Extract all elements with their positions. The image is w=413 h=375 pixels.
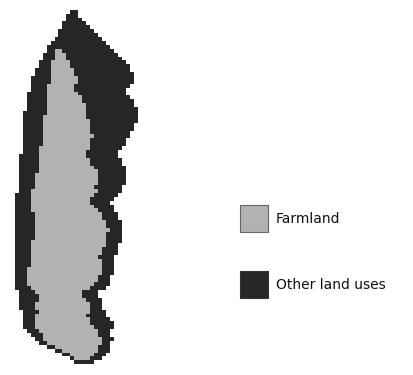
Text: Other land uses: Other land uses [275, 278, 385, 292]
Bar [240, 271, 268, 298]
Text: Farmland: Farmland [275, 211, 340, 226]
Bar [240, 205, 268, 232]
